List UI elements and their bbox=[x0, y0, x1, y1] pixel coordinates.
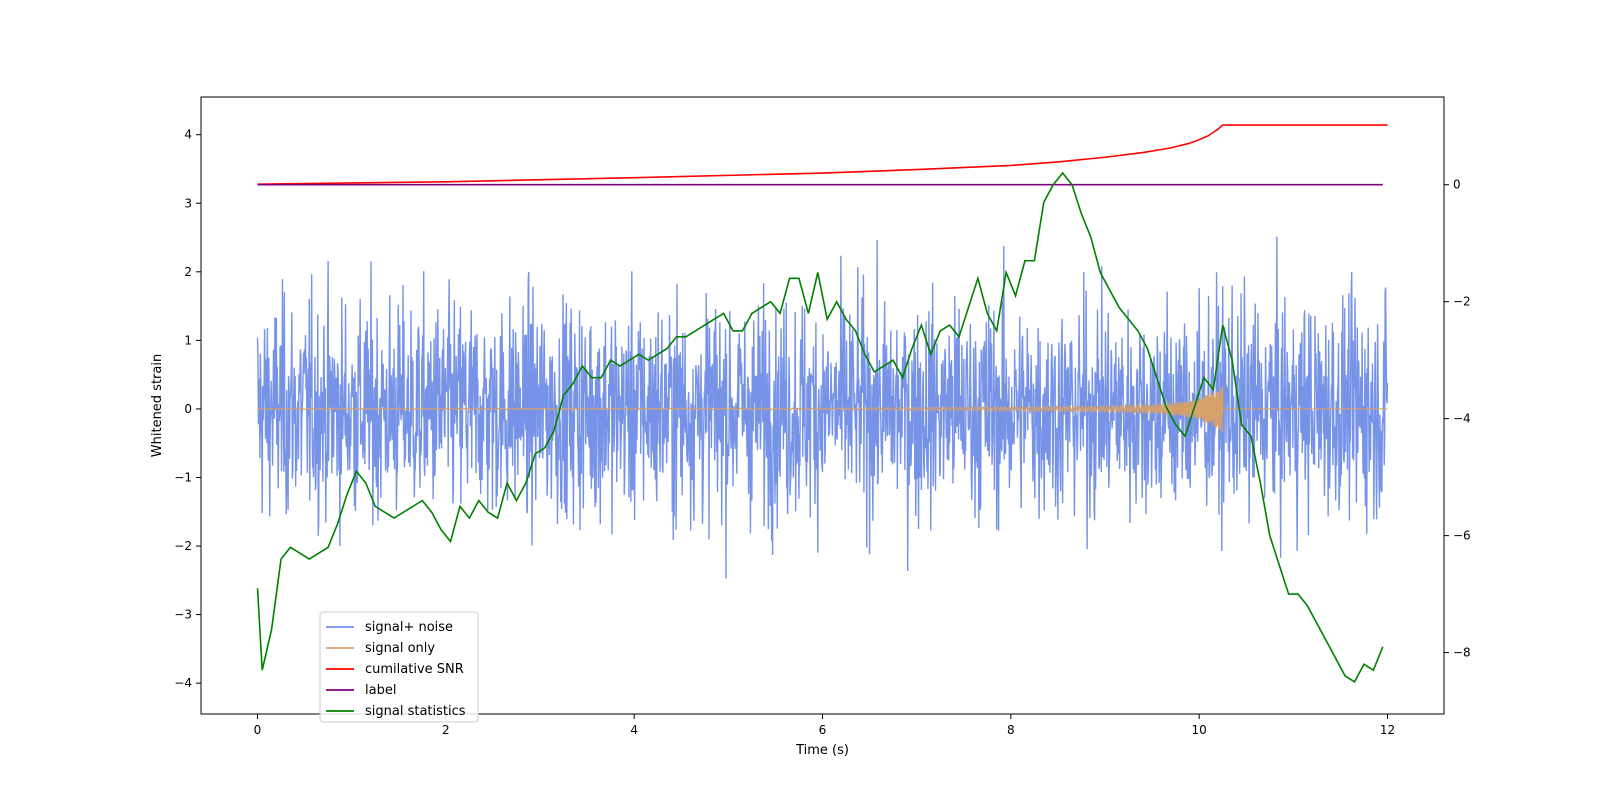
legend: signal+ noise signal only cumilative SNR la… bbox=[319, 611, 479, 723]
series-signal-statistics-line bbox=[256, 171, 1384, 683]
x-tick-label: 4 bbox=[630, 723, 638, 737]
y-tick-label-left: −3 bbox=[174, 608, 192, 622]
legend-box bbox=[319, 611, 479, 723]
y-tick-label-left: 1 bbox=[184, 333, 192, 347]
y-tick-label-left: 0 bbox=[184, 402, 192, 416]
y-tick-label-left: −2 bbox=[174, 539, 192, 553]
legend-label: label bbox=[365, 683, 396, 698]
x-tick-label: 2 bbox=[442, 723, 450, 737]
series-signal-only-line bbox=[257, 385, 1388, 432]
x-tick-label: 10 bbox=[1192, 723, 1207, 737]
y-tick-label-right: 0 bbox=[1453, 178, 1461, 192]
y-tick-label-right: −4 bbox=[1453, 412, 1471, 426]
x-tick-label: 12 bbox=[1380, 723, 1395, 737]
y-tick-label-right: −2 bbox=[1453, 295, 1471, 309]
x-axis-label: Time (s) bbox=[795, 743, 849, 758]
series-signal-noise-line bbox=[256, 236, 1389, 579]
legend-label: cumilative SNR bbox=[365, 662, 464, 677]
x-tick-label: 8 bbox=[1007, 723, 1015, 737]
y-tick-label-right: −8 bbox=[1453, 646, 1471, 660]
series-cumilative-snr-line bbox=[257, 124, 1388, 185]
y-tick-label-left: 2 bbox=[184, 265, 192, 279]
y-tick-label-left: −1 bbox=[174, 470, 192, 484]
legend-label: signal statistics bbox=[365, 704, 466, 719]
legend-label: signal+ noise bbox=[365, 620, 453, 635]
y-tick-label-left: 4 bbox=[184, 128, 192, 142]
plot-area bbox=[256, 124, 1389, 683]
y-tick-label-left: −4 bbox=[174, 676, 192, 690]
x-tick-label: 6 bbox=[819, 723, 827, 737]
x-tick-label: 0 bbox=[254, 723, 262, 737]
y-tick-label-left: 3 bbox=[184, 196, 192, 210]
legend-label: signal only bbox=[365, 641, 435, 656]
y-tick-label-right: −6 bbox=[1453, 529, 1471, 543]
y-axis-label-left: Whitened strain bbox=[150, 354, 165, 457]
